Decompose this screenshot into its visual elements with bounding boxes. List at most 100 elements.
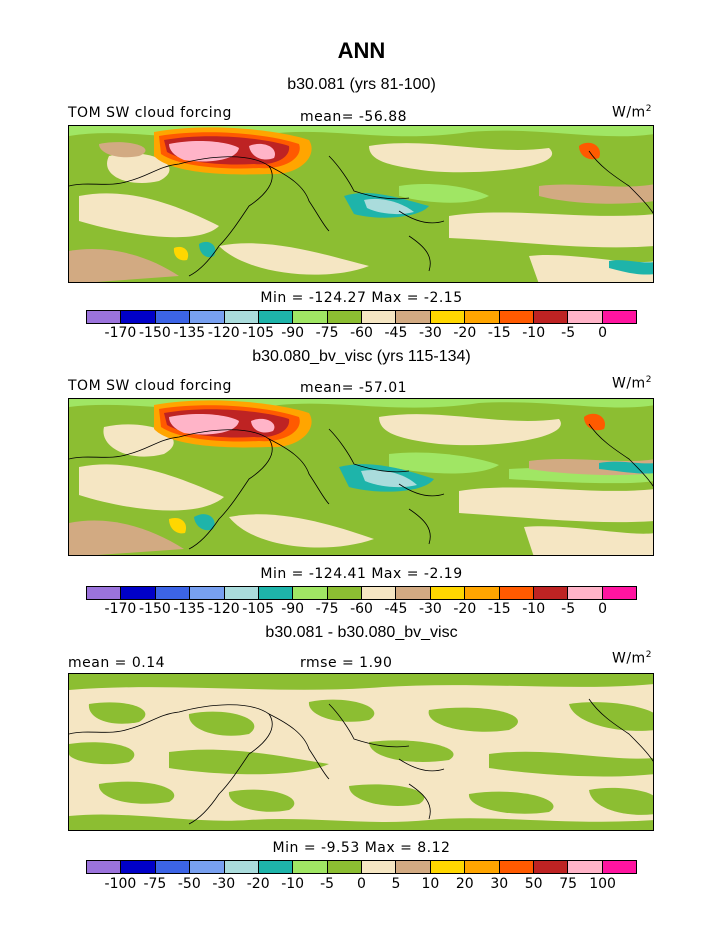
colorbar-swatch — [293, 861, 328, 873]
colorbar-tick-label: -5 — [561, 325, 576, 341]
colorbar-tick-label: -15 — [487, 325, 511, 341]
colorbar-swatch — [87, 861, 122, 873]
colorbar-swatch — [465, 311, 500, 323]
colorbar-swatch — [87, 311, 122, 323]
colorbar-tick-label: 100 — [589, 876, 616, 892]
colorbar-tick-label: 5 — [391, 876, 401, 892]
colorbar-tick-label: -170 — [104, 601, 137, 617]
colorbar-tick-label: -90 — [281, 325, 305, 341]
colorbar-tick-label: -20 — [453, 601, 477, 617]
panel-2-title: b30.080_bv_visc (yrs 115-134) — [252, 348, 471, 365]
colorbar-swatch — [396, 861, 431, 873]
colorbar-swatch — [224, 587, 259, 599]
colorbar-tick-label: 0 — [598, 601, 608, 617]
colorbar-tick-label: -170 — [104, 325, 137, 341]
colorbar-tick-label: 30 — [490, 876, 509, 892]
colorbar-swatch — [155, 861, 191, 873]
panel-2-contours — [69, 399, 653, 555]
colorbar-tick-label: -120 — [207, 601, 240, 617]
colorbar-tick-label: -100 — [104, 876, 137, 892]
colorbar-tick-label: -20 — [246, 876, 270, 892]
colorbar-tick-label: -90 — [281, 601, 305, 617]
colorbar-swatch — [293, 587, 328, 599]
colorbar-tick-label: 75 — [559, 876, 578, 892]
colorbar-tick-label: -120 — [207, 325, 240, 341]
panel-3-colorbar — [86, 860, 637, 874]
colorbar-swatch — [430, 861, 466, 873]
panel-1-map — [68, 125, 654, 283]
panel-2-colorbar — [86, 586, 637, 600]
colorbar-tick-label: -20 — [453, 325, 477, 341]
panel-3-colorbar-ticks: -100 -75 -50 -30 -20 -10 -5 0 5 10 20 30 50 75 100 — [86, 876, 637, 892]
colorbar-swatch — [499, 311, 534, 323]
colorbar-swatch — [293, 311, 328, 323]
panel-2-colorbar-ticks: -170 -150 -135 -120 -105 -90 -75 -60 -45 -30 -20 -1… — [86, 601, 637, 617]
colorbar-tick-label: -75 — [143, 876, 167, 892]
colorbar-tick-label: -10 — [522, 601, 546, 617]
colorbar-swatch — [327, 861, 362, 873]
colorbar-swatch — [430, 311, 466, 323]
colorbar-tick-label: -150 — [138, 601, 171, 617]
colorbar-tick-label: -10 — [281, 876, 305, 892]
colorbar-swatch — [327, 587, 362, 599]
panel-3-map — [68, 673, 654, 831]
colorbar-tick-label: -135 — [173, 601, 206, 617]
panel-2-mean-label: mean= -57.01 — [300, 380, 408, 396]
panel-2-minmax-label: Min = -124.41 Max = -2.19 — [260, 566, 463, 582]
colorbar-swatch — [258, 311, 294, 323]
colorbar-tick-label: -135 — [173, 325, 206, 341]
colorbar-tick-label: 20 — [455, 876, 474, 892]
figure-title: ANN — [337, 38, 386, 63]
colorbar-swatch — [190, 311, 225, 323]
colorbar-swatch — [121, 587, 156, 599]
colorbar-swatch — [533, 861, 569, 873]
colorbar-tick-label: -30 — [418, 601, 442, 617]
panel-1-title: b30.081 (yrs 81-100) — [287, 76, 436, 93]
colorbar-swatch — [224, 311, 259, 323]
panel-3-title: b30.081 - b30.080_bv_visc — [265, 624, 458, 641]
panel-2-variable-label: TOM SW cloud forcing — [68, 378, 232, 394]
colorbar-tick-label: -60 — [350, 325, 373, 341]
panel-1-colorbar-ticks: -170 -150 -135 -120 -105 -90 -75 -60 -45 -30 -20 -1… — [86, 325, 637, 341]
colorbar-swatch — [258, 587, 294, 599]
colorbar-tick-label: -150 — [138, 325, 171, 341]
colorbar-swatch — [327, 311, 362, 323]
panel-3-minmax-label: Min = -9.53 Max = 8.12 — [272, 840, 451, 856]
colorbar-tick-label: -45 — [384, 601, 408, 617]
colorbar-swatch — [533, 587, 569, 599]
panel-3-mean-label: mean = 0.14 — [68, 655, 166, 671]
panel-1-minmax-label: Min = -124.27 Max = -2.15 — [260, 290, 463, 306]
colorbar-swatch — [362, 861, 397, 873]
colorbar-swatch — [155, 311, 191, 323]
colorbar-swatch — [602, 311, 636, 323]
colorbar-swatch — [362, 311, 397, 323]
colorbar-tick-label: -75 — [315, 325, 339, 341]
colorbar-swatch — [568, 587, 603, 599]
colorbar-tick-label: -105 — [242, 325, 275, 341]
colorbar-swatch — [533, 311, 569, 323]
colorbar-tick-label: -50 — [177, 876, 201, 892]
colorbar-tick-label: -105 — [242, 601, 275, 617]
colorbar-swatch — [602, 861, 636, 873]
colorbar-swatch — [224, 861, 259, 873]
panel-1-variable-label: TOM SW cloud forcing — [68, 105, 232, 121]
colorbar-swatch — [396, 311, 431, 323]
panel-1-coastlines — [69, 150, 653, 277]
colorbar-swatch — [602, 587, 636, 599]
colorbar-tick-label: -45 — [384, 325, 408, 341]
colorbar-tick-label: 50 — [524, 876, 543, 892]
colorbar-tick-label: -30 — [418, 325, 442, 341]
colorbar-tick-label: 10 — [421, 876, 440, 892]
colorbar-swatch — [155, 587, 191, 599]
colorbar-swatch — [499, 587, 534, 599]
colorbar-swatch — [121, 861, 156, 873]
colorbar-swatch — [121, 311, 156, 323]
colorbar-swatch — [430, 587, 466, 599]
colorbar-tick-label: -10 — [522, 325, 546, 341]
colorbar-swatch — [465, 587, 500, 599]
panel-1-colorbar — [86, 310, 637, 324]
colorbar-swatch — [396, 587, 431, 599]
colorbar-tick-label: -5 — [561, 601, 576, 617]
panel-3-contours — [69, 674, 653, 830]
colorbar-tick-label: -30 — [212, 876, 236, 892]
